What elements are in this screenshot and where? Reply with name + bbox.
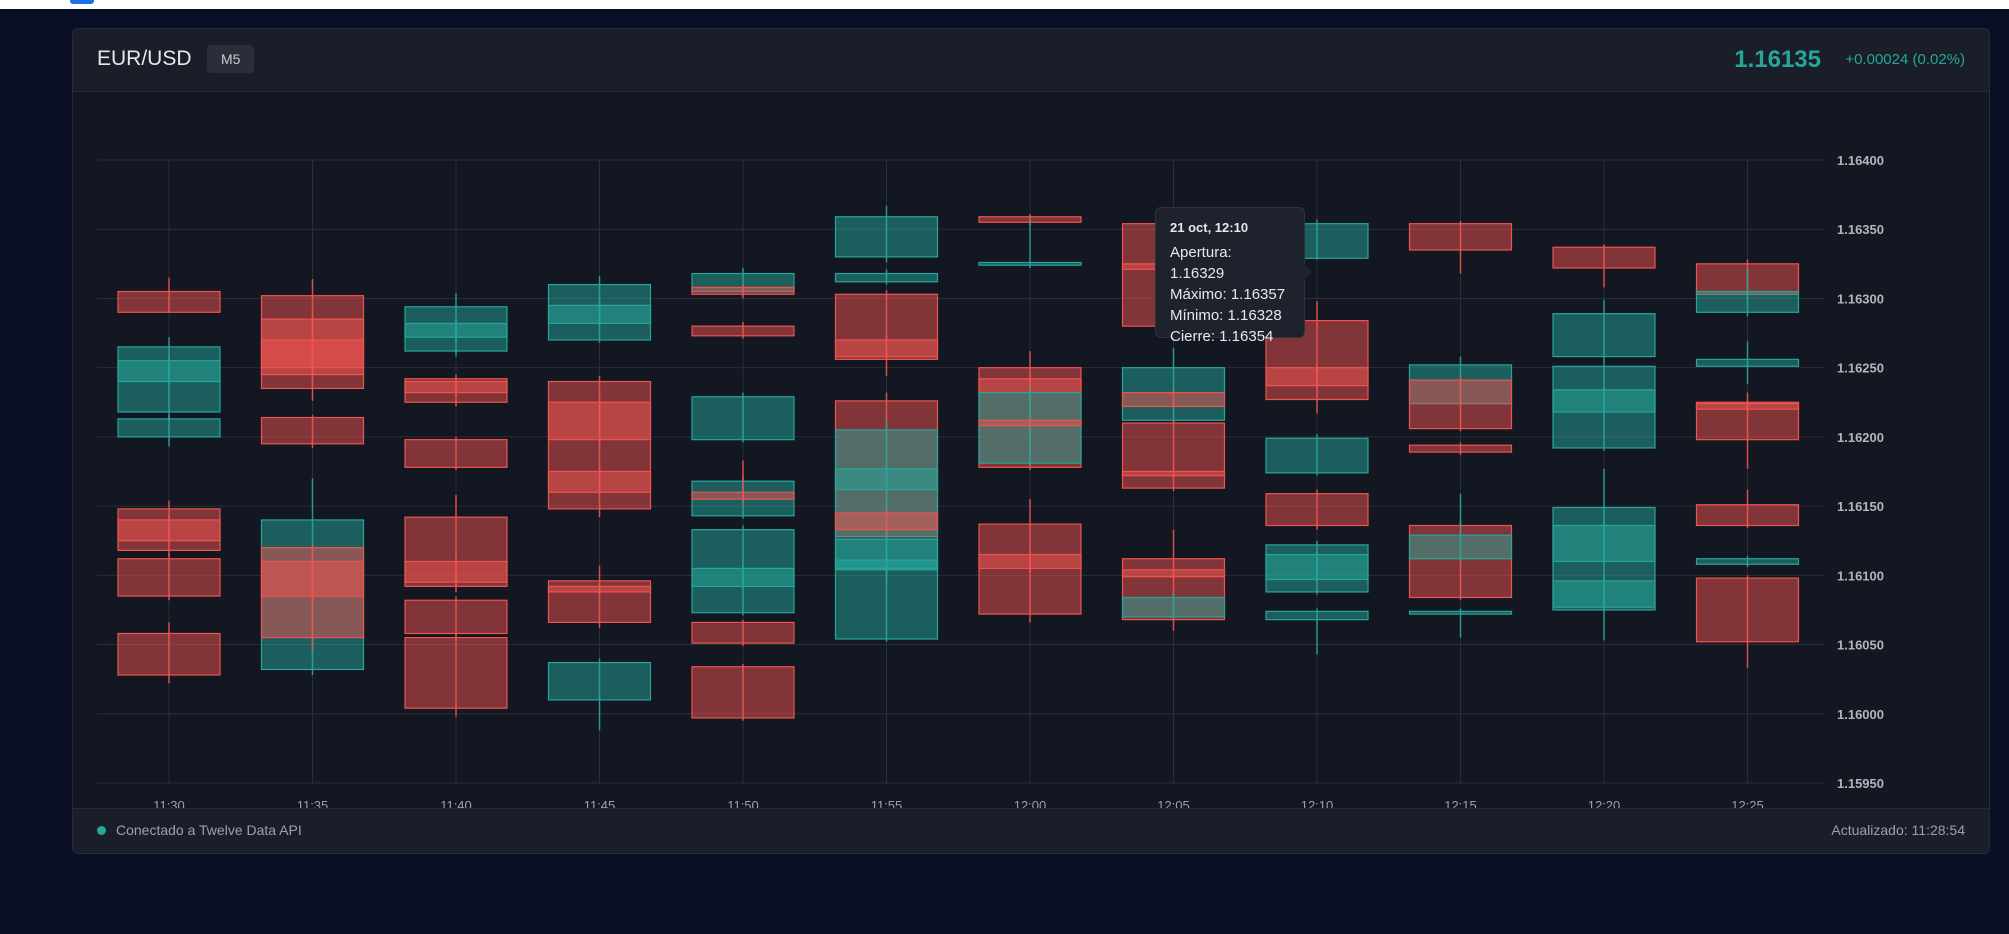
candle-body: [547, 304, 652, 324]
chart-card: EUR/USD M5 1.16135 +0.00024 (0.02%) 1.16…: [72, 28, 1990, 854]
candle-body: [1695, 504, 1800, 527]
candle-body: [547, 470, 652, 493]
candle-body: [404, 560, 508, 583]
connection-status-icon: [97, 826, 106, 835]
candle-body: [1265, 553, 1369, 581]
browser-tab-indicator: [70, 0, 94, 4]
y-tick-label: 1.16250: [1837, 361, 1884, 376]
candle-body: [691, 491, 795, 500]
y-tick-label: 1.16150: [1837, 499, 1884, 514]
y-tick-label: 1.16100: [1837, 568, 1884, 583]
symbol-title: EUR/USD: [97, 47, 192, 70]
candle-body: [117, 558, 221, 597]
candle-body: [547, 401, 652, 441]
candle-body: [547, 661, 652, 701]
candle-body: [1408, 223, 1513, 251]
y-tick-label: 1.16300: [1837, 291, 1884, 306]
y-tick-label: 1.16200: [1837, 430, 1884, 445]
candle-body: [117, 360, 221, 383]
y-tick-label: 1.15950: [1837, 776, 1884, 791]
tooltip-high: Máximo: 1.16357: [1170, 286, 1286, 303]
timeframe-badge[interactable]: M5: [207, 45, 255, 73]
candle-body: [404, 637, 508, 709]
candle-body: [117, 418, 221, 438]
current-price: 1.16135: [1734, 46, 1821, 73]
candle-body: [1408, 534, 1513, 560]
candle-body: [834, 512, 939, 531]
candle-body: [1265, 610, 1369, 621]
tooltip-close: Cierre: 1.16354: [1170, 328, 1274, 345]
candle-body: [260, 339, 365, 369]
candle-body: [1552, 580, 1656, 608]
candle-body: [691, 325, 795, 337]
candle-body: [691, 286, 795, 295]
y-tick-label: 1.16350: [1837, 222, 1884, 237]
y-tick-label: 1.16400: [1837, 153, 1884, 168]
candle-body: [1552, 524, 1656, 563]
tooltip-low: Mínimo: 1.16328: [1170, 307, 1282, 324]
candle-body: [1695, 577, 1800, 643]
connection-status: Conectado a Twelve Data API: [116, 822, 302, 838]
chart-header: EUR/USD M5 1.16135 +0.00024 (0.02%): [73, 29, 1989, 92]
candle-body: [1265, 437, 1369, 474]
candle-body: [978, 261, 1082, 266]
candle-body: [691, 567, 795, 588]
candle-body: [978, 419, 1082, 427]
candle-body: [404, 380, 508, 394]
candle-body: [834, 272, 939, 283]
candle-body: [691, 396, 795, 441]
candle-body: [1121, 470, 1226, 477]
candle-body: [117, 632, 221, 676]
candle-tooltip: 21 oct, 12:10 Apertura: 1.16329 Máximo: …: [1155, 207, 1312, 345]
candle-body: [1265, 493, 1369, 527]
candle-body: [691, 666, 795, 719]
candle-body: [691, 621, 795, 644]
status-bar: Conectado a Twelve Data API Actualizado:…: [73, 808, 1989, 853]
last-updated: Actualizado: 11:28:54: [1831, 822, 1965, 838]
candle-body: [1552, 246, 1656, 269]
y-tick-label: 1.16050: [1837, 638, 1884, 653]
candle-body: [260, 416, 365, 445]
candle-body: [978, 553, 1082, 570]
candle-body: [978, 391, 1082, 464]
candle-body: [834, 468, 939, 491]
candle-body: [547, 585, 652, 593]
candle-body: [1408, 379, 1513, 430]
candle-body: [834, 538, 939, 640]
candle-body: [834, 216, 939, 258]
candle-body: [404, 439, 508, 468]
candle-body: [834, 559, 939, 571]
candlestick-chart[interactable]: 1.16400 1.16350 1.16300 1.16250 1.16200 1.161…: [73, 91, 1989, 839]
candle-body: [260, 560, 365, 639]
tooltip-open: Apertura: 1.16329: [1170, 244, 1232, 282]
candle-body: [117, 290, 221, 313]
candle-body: [834, 339, 939, 358]
candle-body: [1121, 391, 1226, 408]
y-tick-label: 1.16000: [1837, 707, 1884, 722]
candle-body: [1695, 290, 1800, 313]
candle-body: [117, 519, 221, 542]
price-change: +0.00024 (0.02%): [1845, 51, 1965, 68]
candle-body: [1121, 569, 1226, 578]
candle-body: [404, 599, 508, 635]
candle-body: [1408, 444, 1513, 453]
candle-body: [1695, 403, 1800, 410]
candle-body: [1121, 596, 1226, 618]
candle-body: [1408, 610, 1513, 615]
candlestick-chart-area[interactable]: 1.16400 1.16350 1.16300 1.16250 1.16200 1.161…: [73, 91, 1989, 839]
candle-body: [1695, 358, 1800, 367]
browser-top-strip: [0, 0, 2009, 9]
candle-body: [1695, 558, 1800, 565]
candle-body: [404, 322, 508, 338]
tooltip-title: 21 oct, 12:10: [1170, 220, 1249, 235]
candle-body: [1552, 389, 1656, 413]
candle-body: [1552, 313, 1656, 358]
candle-body: [1265, 367, 1369, 387]
